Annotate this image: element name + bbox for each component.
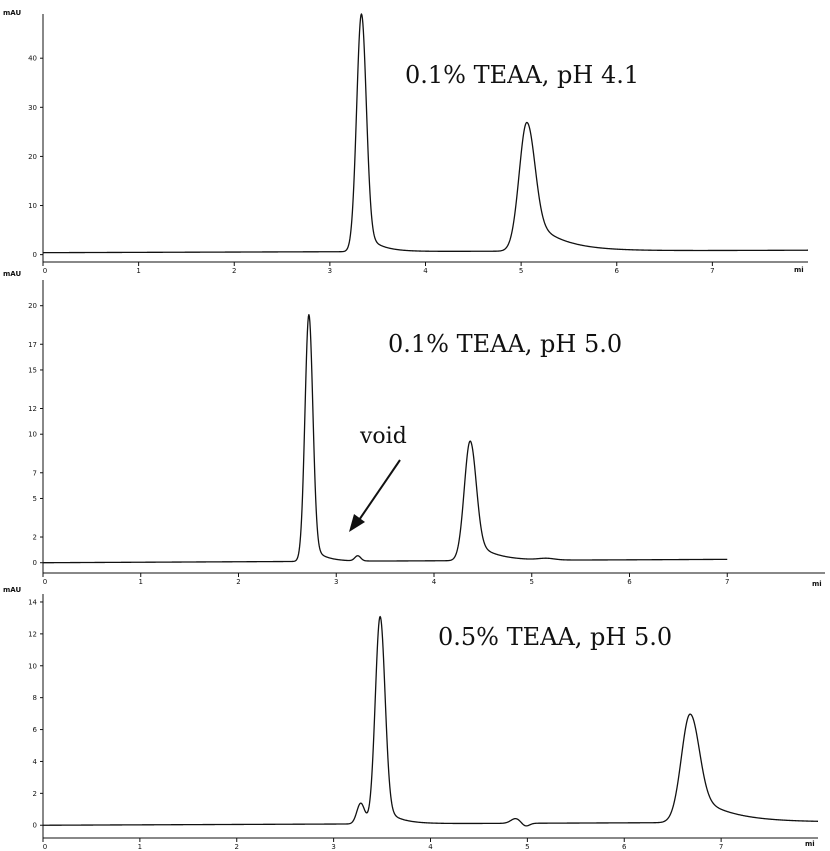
y-tick-label: 15: [28, 366, 37, 374]
y-unit-label: mAU: [3, 586, 21, 594]
condition-label: 0.5% TEAA, pH 5.0: [438, 623, 672, 651]
y-tick-label: 2: [33, 534, 37, 542]
y-tick-label: 5: [33, 495, 37, 503]
y-unit-label: mAU: [3, 9, 21, 17]
axes: [42, 14, 808, 263]
chromatogram-trace: [42, 615, 819, 827]
x-tick-label: 6: [622, 843, 627, 851]
y-tick-label: 0: [33, 559, 37, 567]
y-tick-label: 20: [28, 153, 37, 161]
y-tick-label: 20: [28, 302, 37, 310]
void-arrow: [349, 459, 401, 532]
y-tick-label: 0: [33, 822, 37, 830]
x-tick-label: 7: [710, 267, 714, 275]
x-tick-label: 5: [530, 578, 534, 586]
x-tick-label: 3: [334, 578, 338, 586]
x-tick-label: 2: [236, 578, 240, 586]
y-tick-label: 2: [33, 790, 37, 798]
y-unit-label: mAU: [3, 270, 21, 278]
x-tick-label: 4: [423, 267, 428, 275]
x-tick-label: 0: [43, 267, 47, 275]
x-unit-label: mi: [794, 266, 804, 274]
y-tick-label: 10: [28, 431, 37, 439]
panel-ph41: mAU mi 0.1% TEAA, pH 4.1 0 1 2 3 4 5 6 7 0 10 20 3…: [3, 9, 809, 275]
condition-label: 0.1% TEAA, pH 4.1: [405, 61, 639, 89]
x-tick-label: 6: [627, 578, 632, 586]
y-tick-label: 10: [28, 662, 37, 670]
x-ticks: 0 1 2 3 4 5 6 7: [42, 573, 729, 586]
y-ticks: 0 2 4 6 8 10 12 14: [28, 598, 43, 830]
y-ticks: 0 10 20 30 40: [28, 55, 43, 259]
x-tick-label: 2: [232, 267, 236, 275]
y-tick-label: 8: [33, 694, 37, 702]
x-tick-label: 7: [725, 578, 729, 586]
chromatogram-trace: [42, 314, 728, 564]
y-tick-label: 6: [33, 726, 38, 734]
x-ticks: 0 1 2 3 4 5 6 7: [42, 838, 723, 851]
y-tick-label: 10: [28, 202, 37, 210]
y-tick-label: 40: [28, 55, 37, 63]
x-tick-label: 2: [235, 843, 239, 851]
x-unit-label: mi: [805, 840, 815, 848]
y-tick-label: 4: [33, 758, 38, 766]
x-ticks: 0 1 2 3 4 5 6 7: [42, 262, 715, 275]
y-tick-label: 12: [28, 405, 37, 413]
y-tick-label: 14: [28, 598, 37, 606]
chromatogram-trace: [42, 13, 809, 254]
x-tick-label: 6: [615, 267, 620, 275]
x-tick-label: 4: [432, 578, 437, 586]
x-tick-label: 7: [719, 843, 723, 851]
x-tick-label: 3: [328, 267, 332, 275]
x-tick-label: 1: [136, 267, 140, 275]
void-annotation-label: void: [359, 424, 407, 449]
x-tick-label: 1: [139, 578, 143, 586]
y-tick-label: 7: [33, 469, 37, 477]
x-tick-label: 0: [43, 843, 47, 851]
x-tick-label: 1: [138, 843, 142, 851]
axes: [42, 594, 818, 839]
y-tick-label: 30: [28, 104, 37, 112]
condition-label: 0.1% TEAA, pH 5.0: [388, 330, 622, 358]
axes: [42, 280, 825, 574]
x-tick-label: 3: [331, 843, 335, 851]
y-tick-label: 12: [28, 630, 37, 638]
x-tick-label: 5: [519, 267, 523, 275]
y-tick-label: 17: [28, 341, 37, 349]
x-tick-label: 4: [428, 843, 433, 851]
x-tick-label: 5: [525, 843, 529, 851]
y-ticks: 0 2 5 7 10 12 15 17 20: [28, 302, 43, 567]
y-tick-label: 0: [33, 251, 37, 259]
x-unit-label: mi: [812, 580, 822, 588]
x-tick-label: 0: [43, 578, 47, 586]
